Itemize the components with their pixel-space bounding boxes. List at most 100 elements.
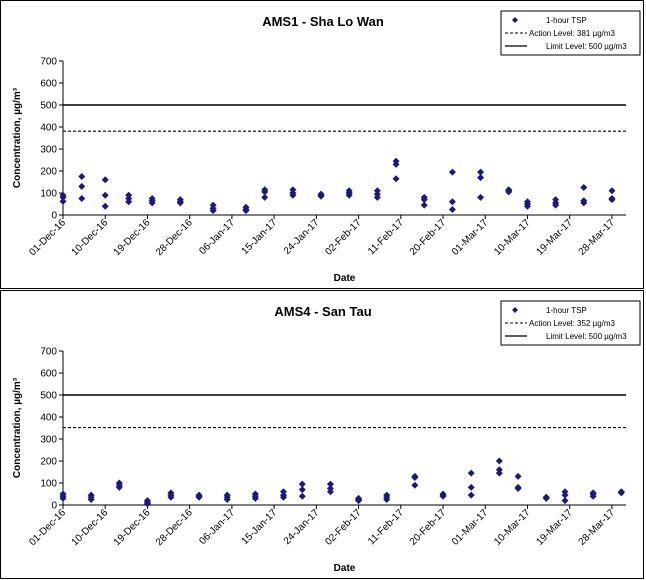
data-point: [209, 207, 217, 215]
data-point: [125, 198, 133, 206]
legend-box: [500, 300, 641, 346]
data-point: [467, 491, 475, 499]
x-axis-label: Date: [334, 563, 356, 574]
x-tick-label: 19-Dec-16: [112, 507, 153, 548]
data-point: [580, 184, 588, 191]
x-tick-label: 28-Dec-16: [154, 217, 195, 258]
chart-title: AMS1 - Sha Lo Wan: [262, 14, 384, 29]
x-tick-label: 15-Jan-17: [240, 507, 280, 547]
data-point: [439, 492, 447, 500]
data-point: [542, 494, 550, 502]
data-point: [298, 486, 306, 494]
data-point: [298, 492, 306, 500]
x-tick-label: 15-Jan-17: [240, 217, 280, 257]
data-point: [143, 500, 151, 508]
x-tick-label: 24-Jan-17: [282, 217, 322, 257]
data-point: [280, 493, 288, 501]
data-point: [59, 193, 67, 201]
data-point: [477, 174, 485, 182]
x-tick-label: 19-Dec-16: [112, 217, 153, 258]
y-tick-label: 400: [40, 123, 57, 134]
data-point: [514, 472, 522, 480]
data-point: [477, 168, 485, 176]
data-point: [561, 497, 569, 505]
data-point: [345, 191, 353, 199]
data-point: [608, 187, 616, 195]
chart-ams4: AMS4 - San Tau 0 100 200 300 400 500 600 700 01-D…: [12, 300, 641, 574]
data-point: [448, 198, 456, 206]
data-point: [101, 202, 109, 210]
data-point: [195, 493, 203, 501]
data-point: [78, 173, 86, 180]
data-point: [561, 491, 569, 499]
y-tick-label: 0: [51, 501, 57, 512]
chart-title: AMS4 - San Tau: [274, 304, 371, 319]
data-point: [101, 191, 109, 199]
x-tick-label: 01-Dec-16: [27, 507, 68, 548]
y-tick-label: 600: [40, 369, 57, 380]
data-point: [420, 196, 428, 204]
data-point: [148, 199, 156, 207]
y-tick-label: 400: [40, 413, 57, 424]
x-tick-label: 28-Mar-17: [577, 217, 618, 258]
data-point: [477, 193, 485, 201]
x-tick-label: 11-Feb-17: [366, 507, 406, 547]
data-point: [87, 496, 95, 503]
x-tick-label: 02-Feb-17: [323, 507, 364, 548]
data-point: [251, 494, 259, 502]
data-point: [589, 492, 597, 500]
data-point: [392, 160, 400, 168]
data-point: [317, 192, 325, 200]
data-point: [411, 481, 419, 489]
legend-label-limit: Limit Level: 500 µg/m3: [546, 42, 627, 51]
chart-panel-ams4: AMS4 - San Tau 0 100 200 300 400 500 600 700 01-D…: [0, 290, 644, 579]
data-point: [495, 457, 503, 465]
x-tick-label: 10-Mar-17: [492, 217, 533, 258]
y-tick-label: 700: [40, 347, 57, 358]
data-point: [617, 489, 625, 497]
data-point: [448, 206, 456, 213]
data-point: [467, 483, 475, 491]
x-tick-label: 10-Mar-17: [492, 507, 533, 548]
data-point: [411, 474, 419, 481]
y-tick-label: 300: [40, 435, 57, 446]
y-tick-label: 100: [40, 189, 57, 200]
data-point: [326, 488, 334, 496]
x-tick-label: 28-Dec-16: [154, 507, 195, 548]
x-tick-label: 06-Jan-17: [197, 217, 237, 257]
y-axis-label: Concentration, µg/m³: [12, 377, 23, 478]
legend-label-action: Action Level: 352 µg/m3: [529, 319, 616, 328]
y-tick-label: 600: [40, 79, 57, 90]
x-tick-label: 19-Mar-17: [534, 507, 575, 548]
x-tick-label: 20-Feb-17: [408, 507, 449, 548]
legend-marker-tsp: [512, 307, 518, 313]
data-point: [448, 168, 456, 176]
data-point: [167, 493, 175, 501]
data-point: [392, 175, 400, 183]
y-tick-label: 0: [51, 211, 57, 222]
x-tick-label: 24-Jan-17: [282, 507, 322, 547]
data-point: [580, 199, 588, 207]
data-point: [355, 497, 363, 505]
chart-panel-ams1: AMS1 - Sha Lo Wan 0 100 200 300 400 500 600 700 0…: [0, 0, 644, 289]
legend-label-tsp: 1-hour TSP: [546, 306, 587, 315]
data-point: [78, 182, 86, 190]
data-point: [115, 483, 123, 491]
data-point: [59, 494, 67, 502]
data-point: [608, 196, 616, 204]
legend-label-limit: Limit Level: 500 µg/m3: [546, 332, 627, 341]
x-tick-label: 19-Mar-17: [534, 217, 575, 258]
data-point: [289, 191, 297, 199]
x-tick-label: 06-Jan-17: [197, 507, 237, 547]
data-point: [101, 176, 109, 184]
chart-ams1: AMS1 - Sha Lo Wan 0 100 200 300 400 500 600 700 0…: [12, 10, 641, 284]
x-axis-label: Date: [334, 273, 356, 284]
legend-marker-tsp: [512, 17, 518, 23]
data-point: [383, 496, 391, 503]
data-point: [176, 199, 184, 207]
data-point: [467, 469, 475, 477]
legend-label-action: Action Level: 381 µg/m3: [529, 29, 616, 38]
y-axis-label: Concentration, µg/m³: [12, 87, 23, 188]
data-point: [223, 496, 231, 503]
x-tick-label: 28-Mar-17: [577, 507, 618, 548]
